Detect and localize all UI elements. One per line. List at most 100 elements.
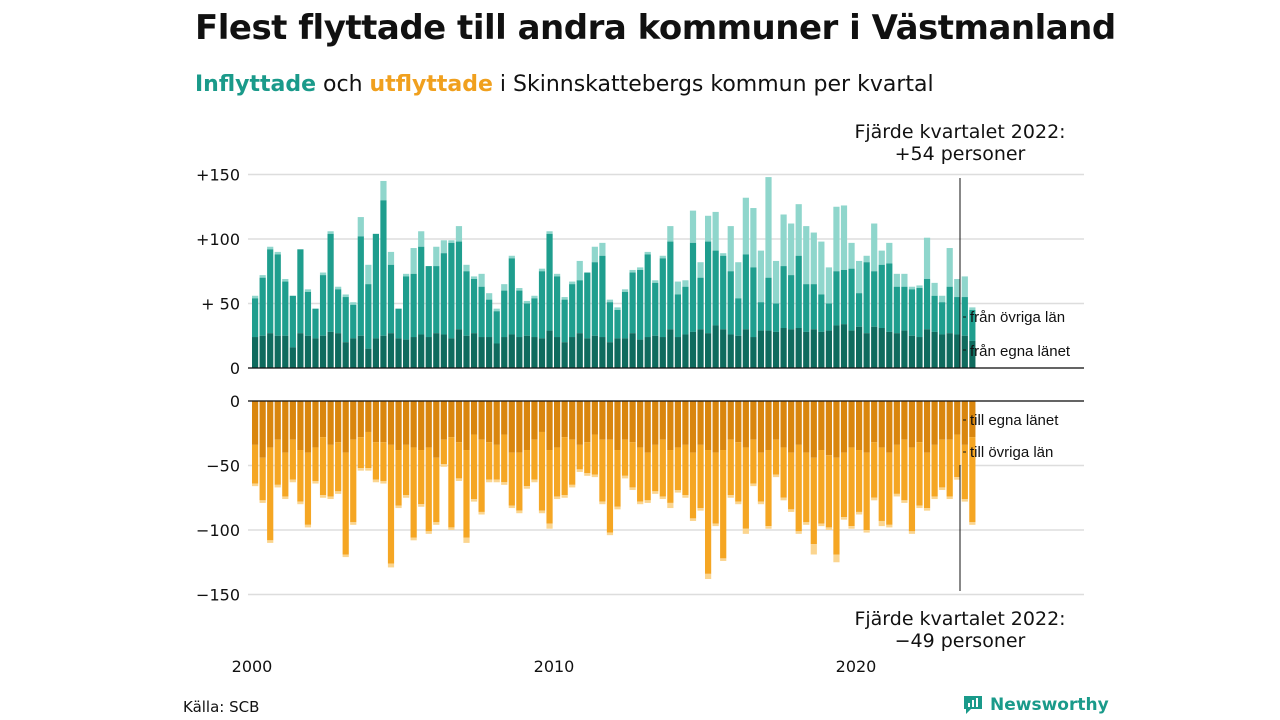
inflow-bar-segment	[554, 273, 561, 277]
outflow-bar-segment	[554, 496, 561, 500]
brand-logo: Newsworthy	[962, 694, 1109, 716]
inflow-bar-segment	[946, 248, 953, 287]
outflow-bar-segment	[425, 401, 432, 448]
outflow-bar-segment	[637, 501, 644, 505]
outflow-bar-segment	[637, 447, 644, 502]
inflow-bar-segment	[282, 335, 289, 368]
outflow-bar-segment	[463, 401, 470, 451]
inflow-bar-segment	[893, 286, 900, 334]
outflow-bar-segment	[659, 496, 666, 500]
inflow-bar-segment	[350, 338, 357, 368]
inflow-bar-segment	[455, 241, 463, 330]
outflow-bar-segment	[463, 537, 470, 543]
inflow-bar-segment	[908, 286, 916, 290]
outflow-bar-segment	[312, 401, 319, 448]
outflow-bar-segment	[939, 401, 946, 440]
inflow-bar-segment	[523, 300, 530, 304]
inflow-bar-segment	[871, 223, 878, 272]
outflow-bar-segment	[372, 401, 379, 443]
outflow-bar-segment	[576, 469, 583, 472]
inflow-bar-segment	[939, 334, 946, 368]
outflow-bar-segment	[818, 401, 825, 451]
outflow-bar-segment	[803, 401, 810, 453]
inflow-bar-segment	[486, 337, 493, 368]
inflow-bar-segment	[848, 242, 855, 269]
outflow-bar-segment	[705, 573, 712, 580]
brand-name: Newsworthy	[990, 695, 1109, 715]
inflow-bar-segment	[372, 338, 379, 368]
inflow-bar-segment	[629, 272, 636, 334]
outflow-bar-segment	[969, 401, 976, 438]
inflow-bar-segment	[637, 269, 644, 340]
inflow-bar-segment	[652, 280, 659, 283]
inflow-bar-segment	[689, 210, 697, 243]
outflow-bar-segment	[410, 447, 417, 538]
inflow-bar-segment	[410, 273, 417, 338]
outflow-bar-segment	[772, 401, 780, 440]
outflow-bar-segment	[410, 401, 417, 448]
inflow-bar-segment	[599, 255, 606, 338]
inflow-bar-segment	[433, 333, 440, 368]
outflow-bar-segment	[923, 508, 931, 511]
outflow-bar-segment	[621, 475, 629, 479]
outflow-bar-segment	[274, 439, 281, 485]
outflow-bar-segment	[833, 401, 840, 458]
outflow-bar-segment	[425, 531, 432, 534]
outflow-bar-segment	[297, 450, 304, 502]
inflow-bar-segment	[908, 289, 916, 336]
inflow-bar-segment	[886, 242, 893, 264]
outflow-bar-segment	[908, 401, 916, 448]
outflow-bar-segment	[395, 450, 402, 506]
inflow-bar-segment	[546, 233, 553, 331]
outflow-bar-segment	[901, 439, 908, 501]
inflow-bar-segment	[659, 255, 666, 259]
outflow-bar-segment	[886, 401, 893, 453]
outflow-bar-segment	[720, 401, 727, 451]
inflow-bar-segment	[297, 249, 304, 334]
outflow-bar-segment	[546, 450, 553, 524]
inflow-bar-segment	[780, 266, 787, 329]
inflow-bar-segment	[923, 278, 931, 330]
inflow-bar-segment	[319, 335, 327, 368]
outflow-bar-segment	[531, 401, 538, 440]
inflow-bar-segment	[387, 264, 395, 334]
outflow-bar-segment	[772, 439, 780, 475]
outflow-bar-segment	[803, 452, 810, 523]
inflow-bar-segment	[531, 298, 538, 338]
inflow-bar-segment	[365, 264, 372, 285]
inflow-bar-segment	[274, 251, 281, 255]
inflow-bar-segment	[772, 331, 780, 368]
outflow-bar-segment	[969, 437, 976, 523]
inflow-bar-segment	[712, 250, 719, 326]
outflow-bar-segment	[795, 531, 802, 534]
outflow-bar-segment	[667, 502, 674, 509]
outflow-bar-segment	[312, 480, 319, 484]
inflow-bar-segment	[342, 342, 349, 368]
outflow-bar-segment	[908, 447, 916, 532]
subtitle-outflow-word: utflyttade	[369, 72, 493, 97]
outflow-bar-segment	[727, 439, 734, 496]
outflow-bar-segment	[803, 522, 810, 525]
inflow-bar-segment	[750, 208, 757, 268]
outflow-bar-segment	[788, 401, 795, 453]
inflow-bar-segment	[297, 333, 304, 368]
outflow-bar-segment	[380, 401, 387, 443]
inflow-bar-segment	[516, 337, 523, 368]
inflow-bar-segment	[493, 311, 500, 344]
inflow-bar-segment	[470, 276, 478, 279]
inflow-bar-segment	[682, 280, 689, 287]
outflow-bar-segment	[380, 442, 387, 481]
outflow-bar-segment	[554, 447, 561, 497]
inflow-bar-segment	[629, 333, 636, 368]
inflow-bar-segment	[418, 246, 425, 335]
outflow-bar-segment	[697, 444, 704, 509]
inflow-bar-segment	[705, 215, 712, 242]
in-axis-tick-label: + 50	[201, 295, 240, 314]
inflow-bar-segment	[735, 335, 742, 368]
inflow-bar-segment	[856, 326, 863, 368]
outflow-bar-segment	[357, 401, 364, 438]
inflow-bar-segment	[954, 278, 961, 298]
inflow-bar-segment	[252, 298, 259, 338]
outflow-bar-segment	[493, 444, 500, 480]
